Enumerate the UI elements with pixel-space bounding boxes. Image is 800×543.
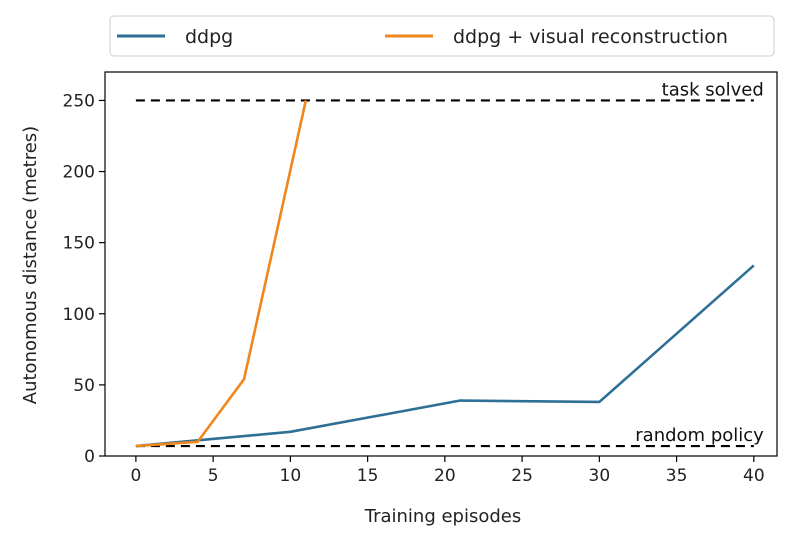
axis-ticks: 0 5 10 15 20 25 30 35 40 0 50 100 150 200 250 [63, 91, 765, 486]
y-tick-label: 0 [84, 447, 95, 467]
reference-label-random-policy: random policy [635, 425, 764, 446]
x-tick-label: 5 [208, 466, 219, 486]
x-tick-label: 25 [511, 466, 533, 486]
y-tick-label: 250 [63, 91, 95, 111]
y-tick-label: 100 [63, 305, 95, 325]
series-lines [135, 100, 755, 448]
series-line [135, 264, 755, 448]
legend-label-ddpg: ddpg [185, 26, 233, 48]
series-line [135, 100, 308, 448]
x-tick-label: 35 [666, 466, 688, 486]
plot-area [104, 71, 778, 457]
x-tick-label: 0 [130, 466, 141, 486]
legend-frame [109, 15, 775, 57]
x-tick-label: 15 [357, 466, 379, 486]
y-tick-label: 200 [63, 163, 95, 183]
x-tick-label: 30 [589, 466, 611, 486]
x-tick-label: 20 [434, 466, 456, 486]
y-tick-label: 50 [73, 376, 95, 396]
legend: ddpg ddpg + visual reconstruction [109, 15, 775, 57]
x-axis-label: Training episodes [364, 506, 522, 527]
reference-lines [135, 99, 754, 448]
y-axis-label: Autonomous distance (metres) [20, 126, 41, 404]
legend-label-ddpg-visual: ddpg + visual reconstruction [453, 26, 728, 48]
y-tick-label: 150 [63, 234, 95, 254]
x-tick-label: 40 [743, 466, 765, 486]
reference-label-task-solved: task solved [662, 79, 764, 100]
x-tick-label: 10 [280, 466, 302, 486]
